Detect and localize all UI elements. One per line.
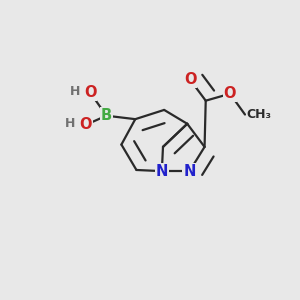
Text: CH₃: CH₃ [247, 108, 272, 121]
Text: O: O [84, 85, 97, 100]
Text: B: B [101, 108, 112, 123]
Text: H: H [70, 85, 80, 98]
Text: O: O [184, 72, 197, 87]
Text: O: O [224, 86, 236, 101]
Text: O: O [80, 117, 92, 132]
Text: N: N [156, 164, 168, 178]
Text: H: H [65, 117, 75, 130]
Text: N: N [183, 164, 196, 178]
